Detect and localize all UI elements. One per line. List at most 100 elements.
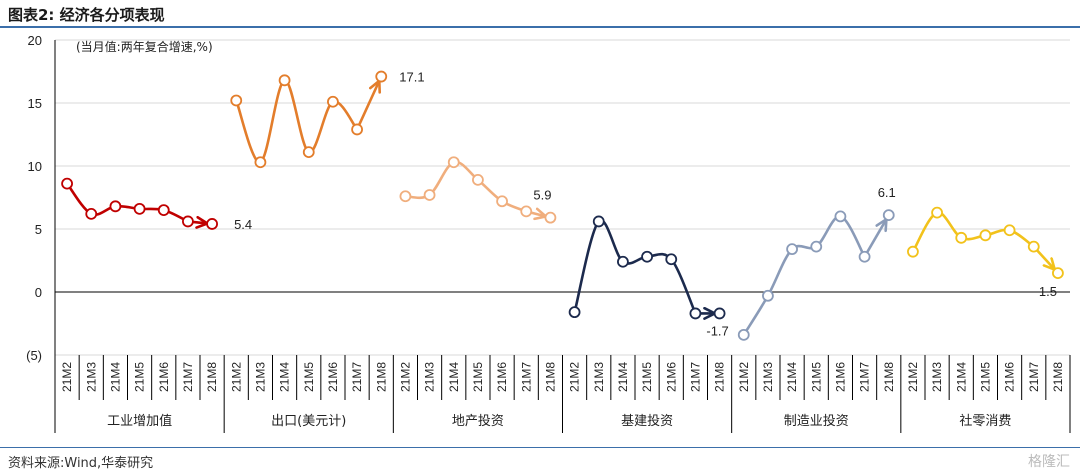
series-group: 6.1 [737,185,896,341]
x-tick-label: 21M8 [1051,362,1065,392]
x-tick-label: 21M7 [858,362,872,392]
x-tick-label: 21M3 [592,362,606,392]
data-point [109,200,122,213]
x-tick-label: 21M4 [108,362,122,392]
source-note: 资料来源:Wind,华泰研究 [8,456,154,471]
x-tick-label: 21M2 [60,362,74,392]
x-tick-label: 21M3 [423,362,437,392]
series-group: 5.9 [399,156,557,224]
x-tick-label: 21M2 [568,362,582,392]
x-tick-label: 21M5 [471,362,485,392]
x-tick-label: 21M6 [157,362,171,392]
data-point [447,156,460,169]
x-tick-label: 21M8 [713,362,727,392]
x-tick-label: 21M8 [882,362,896,392]
y-tick-label: 5 [35,222,42,237]
data-point [157,204,170,217]
data-point [206,218,218,230]
data-point [689,307,702,320]
data-label: 17.1 [399,70,424,85]
figure-title: 图表2: 经济各分项表现 [8,6,165,24]
series-arrow-segment [863,220,886,258]
x-tick-label: 21M4 [278,362,292,392]
data-point [834,210,847,223]
x-tick-label: 21M6 [664,362,678,392]
data-point [327,95,339,108]
x-tick-label: 21M7 [519,362,533,392]
x-tick-label: 21M4 [954,362,968,392]
series-group: 5.4 [61,177,252,232]
header-rule [0,26,1080,28]
data-point [399,190,412,203]
data-point [520,205,533,218]
series-line [405,160,527,213]
watermark: 格隆汇 [1028,454,1070,470]
x-tick-label: 21M5 [978,362,992,392]
data-point [302,146,315,159]
y-tick-label: 20 [28,33,42,48]
series-line [742,215,866,336]
data-point [568,306,581,319]
data-point [882,209,895,222]
x-tick-label: 21M6 [326,362,340,392]
category-label: 地产投资 [452,413,504,429]
x-tick-label: 21M3 [761,362,775,392]
x-tick-label: 21M8 [543,362,557,392]
data-point [1052,267,1064,280]
x-tick-label: 21M4 [785,362,799,392]
x-tick-label: 21M7 [350,362,364,392]
y-tick-label: (5) [26,348,42,363]
x-tick-label: 21M3 [930,362,944,392]
grid-layer [55,39,1070,356]
data-point [858,250,871,263]
data-point [351,123,363,136]
data-point [278,74,291,87]
x-tick-label: 21M7 [1027,362,1041,392]
data-point [713,307,726,320]
x-tick-label: 21M8 [205,362,219,392]
data-label: 5.4 [234,217,252,232]
x-tick-label: 21M3 [253,362,267,392]
x-tick-label: 21M7 [688,362,702,392]
data-label: -1.7 [706,323,728,338]
x-tick-label: 21M2 [398,362,412,392]
data-point [496,195,508,208]
series-group: 17.1 [230,70,425,169]
chart-note: (当月值:两年复合增速,%) [76,39,213,54]
data-point [472,173,484,186]
x-tick-label: 21M7 [181,362,195,392]
x-tick-label: 21M4 [616,362,630,392]
x-tick-label: 21M2 [737,362,751,392]
figure-header: 图表2: 经济各分项表现 [0,0,1080,28]
x-tick-label: 21M6 [1003,362,1017,392]
data-point [737,328,750,341]
category-label: 制造业投资 [784,413,849,429]
data-point [1003,224,1016,237]
category-label: 社零消费 [959,413,1011,429]
data-point [375,70,388,83]
data-point [931,206,943,219]
data-point [1027,240,1040,253]
x-tick-label: 21M5 [640,362,654,392]
data-point [544,211,557,224]
x-tick-label: 21M5 [302,362,316,392]
series-group: -1.7 [568,215,729,338]
series-line [235,78,359,164]
x-tick-label: 21M2 [906,362,920,392]
axis-layer: 20 15 10 5 0 (5) 21M2 21M3 21M4 21M5 21M6 21M7 21M8 工… [26,33,1071,433]
category-label: 基建投资 [621,413,673,429]
chart: 20 15 10 5 0 (5) 21M2 21M3 21M4 21M5 21M6 21M7 21M8 工… [26,33,1071,433]
series-line [573,219,697,314]
x-tick-label: 21M6 [495,362,509,392]
data-point [979,229,992,242]
data-point [617,255,629,268]
series-group: 1.5 [907,206,1064,299]
data-point [786,243,798,256]
data-point [665,253,678,266]
data-point [955,231,968,244]
data-point [641,250,653,263]
series-layer: 5.4 17.1 5.9 -1.7 6.1 1.5 [61,70,1064,341]
series-arrow-segment [355,82,379,131]
y-tick-label: 0 [35,285,42,300]
data-label: 6.1 [878,185,896,200]
